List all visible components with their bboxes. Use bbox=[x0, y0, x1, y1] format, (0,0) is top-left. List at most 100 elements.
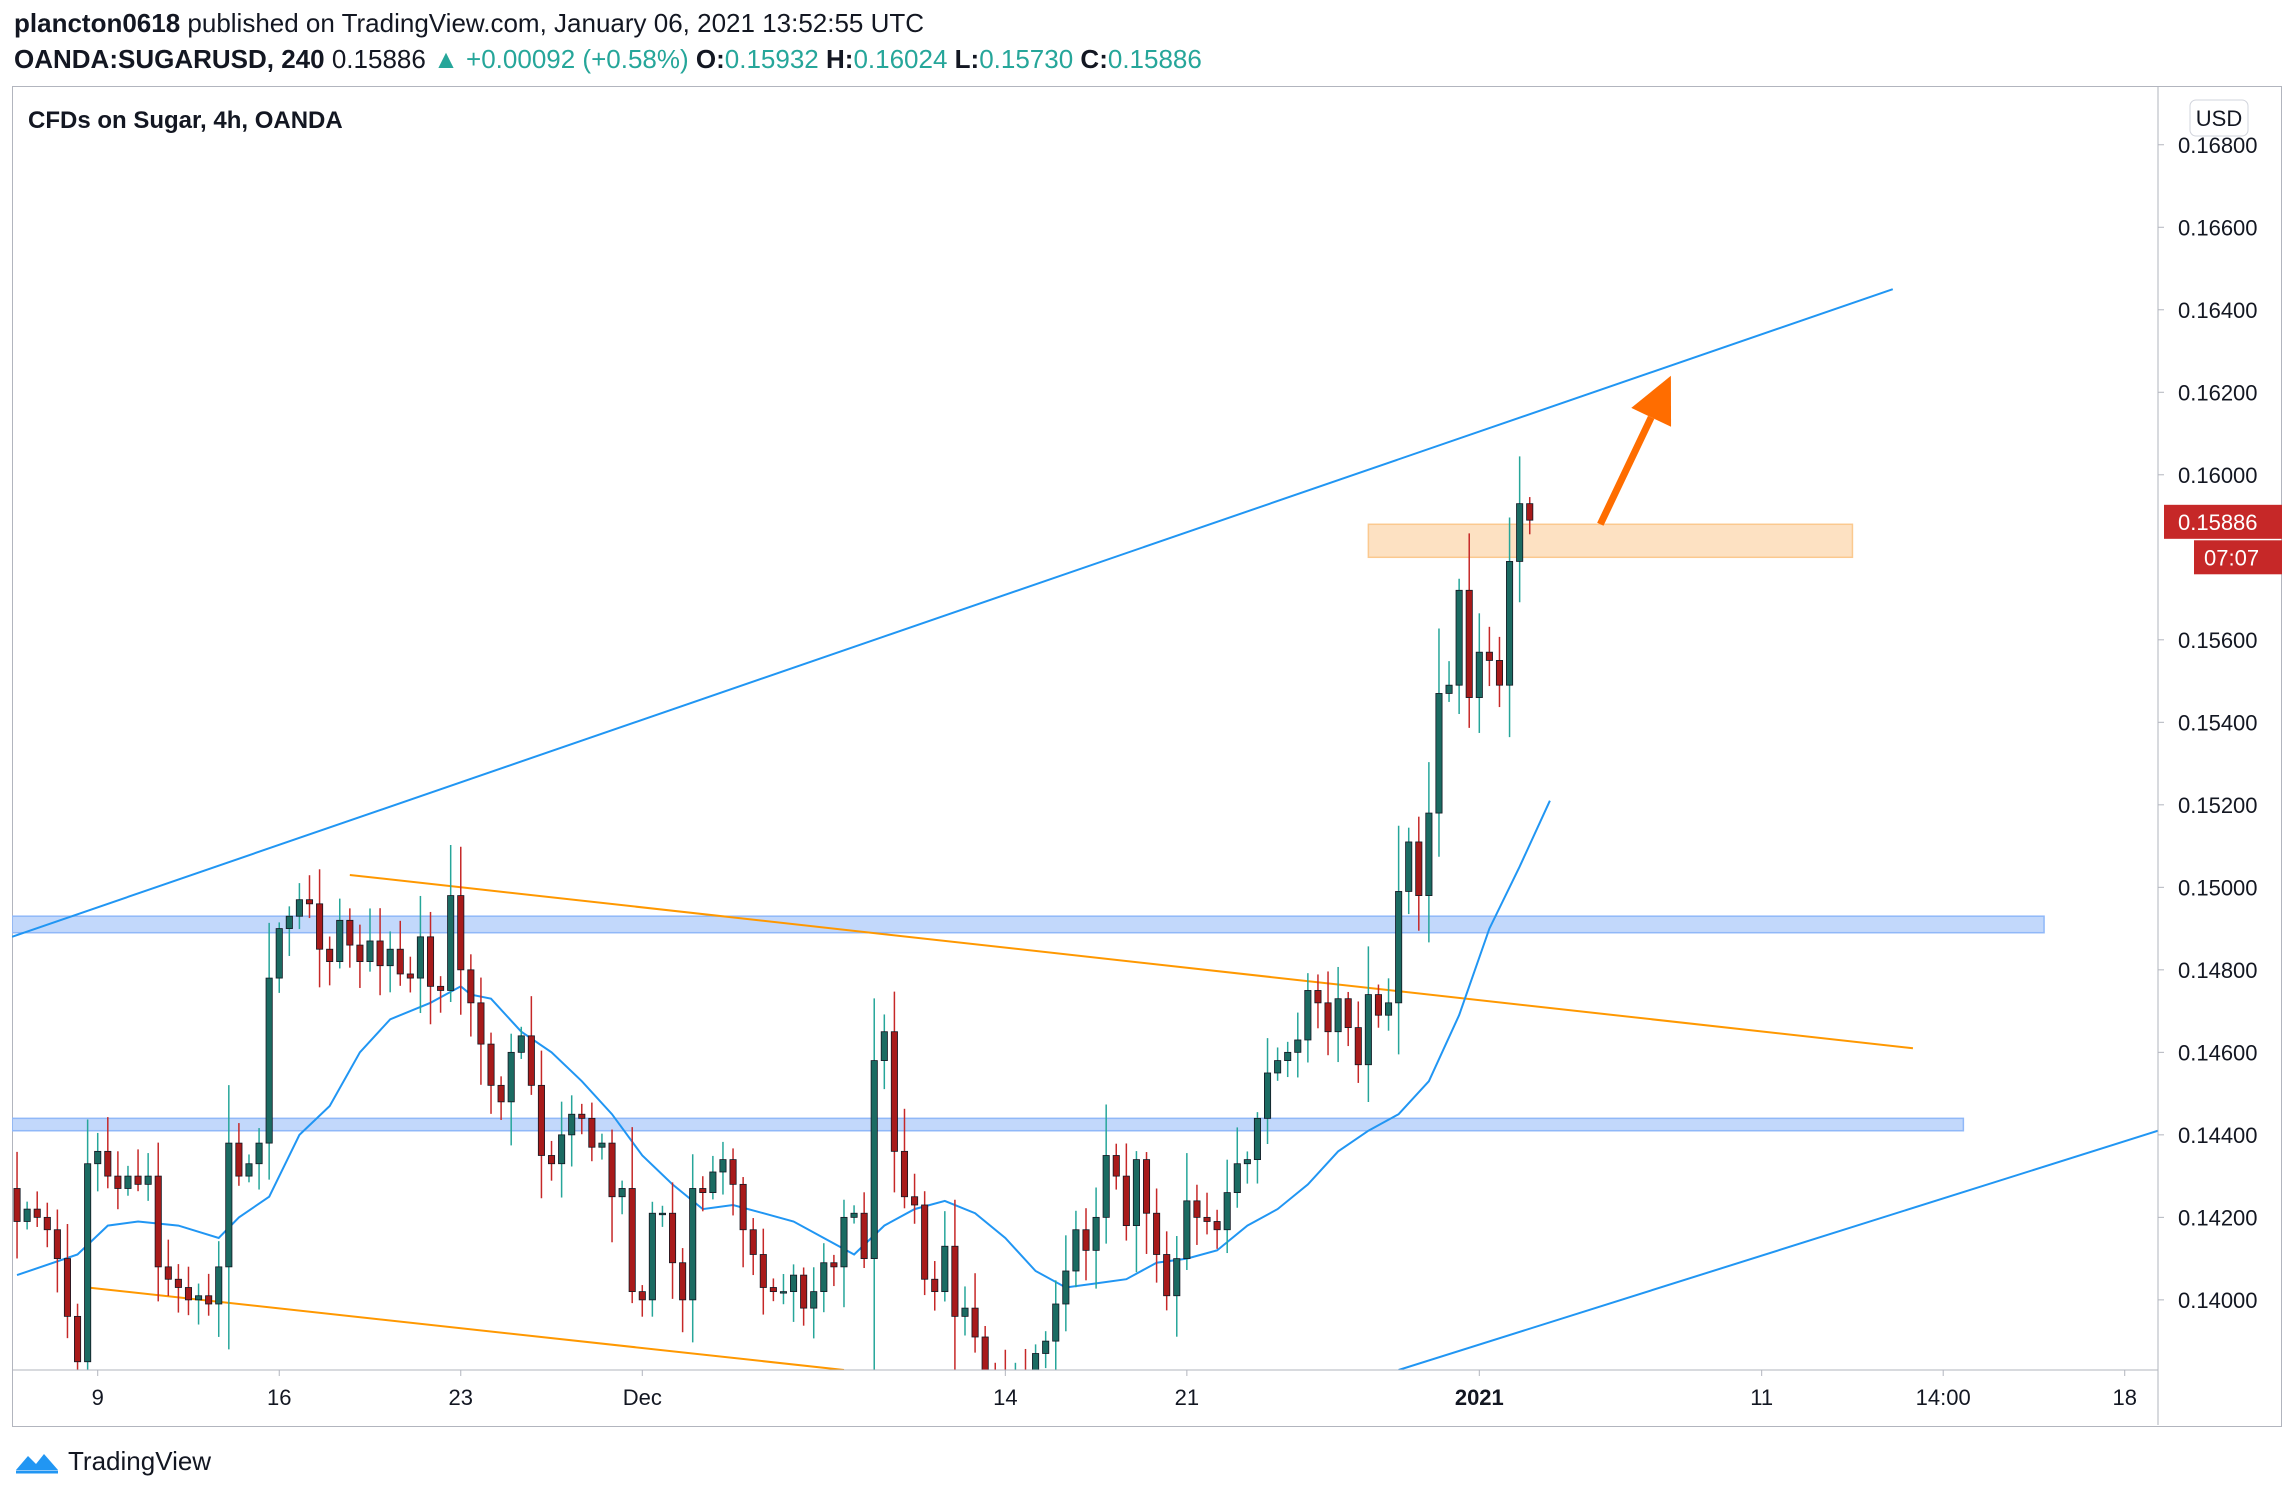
chart-title: CFDs on Sugar, 4h, OANDA bbox=[28, 107, 343, 134]
candle-body bbox=[437, 985, 445, 991]
currency-badge[interactable] bbox=[2189, 99, 2249, 137]
candle-body bbox=[790, 1274, 798, 1293]
time-tick-label: Dec bbox=[623, 1385, 662, 1410]
candle-body bbox=[850, 1212, 858, 1218]
price-tick-label: 0.15200 bbox=[2178, 793, 2258, 818]
candle-body bbox=[890, 1031, 898, 1152]
price-tick-label: 0.16200 bbox=[2178, 380, 2258, 405]
price-tick-label: 0.14400 bbox=[2178, 1123, 2258, 1148]
footer-brand: TradingView bbox=[68, 1446, 212, 1476]
candle-body bbox=[1122, 1175, 1130, 1227]
symbol-line: OANDA:SUGARUSD, 240 0.15886 ▲ +0.00092 (… bbox=[14, 44, 1202, 75]
candle-body bbox=[749, 1229, 757, 1255]
time-tick-label: 23 bbox=[449, 1385, 473, 1410]
candle-body bbox=[658, 1212, 666, 1216]
candle-body bbox=[487, 1043, 495, 1086]
candle-body bbox=[830, 1262, 838, 1268]
publisher-name[interactable]: plancton0618 bbox=[14, 8, 181, 38]
candle-body bbox=[1516, 503, 1524, 562]
time-tick-label: 9 bbox=[92, 1385, 104, 1410]
candle-body bbox=[638, 1291, 646, 1301]
candle-body bbox=[84, 1163, 92, 1363]
candle-body bbox=[679, 1262, 687, 1301]
candle-body bbox=[467, 969, 475, 1004]
candle-body bbox=[134, 1175, 142, 1185]
resistance-zone-upper bbox=[12, 915, 2045, 934]
time-tick-label: 11 bbox=[1750, 1385, 1773, 1410]
candle-body bbox=[900, 1150, 909, 1198]
candle-body bbox=[1193, 1200, 1201, 1218]
candle-body bbox=[1425, 812, 1433, 896]
candle-body bbox=[195, 1295, 203, 1301]
candle-body bbox=[447, 895, 455, 991]
candle-body bbox=[1112, 1155, 1120, 1177]
candle-body bbox=[13, 1188, 21, 1222]
candle-body bbox=[719, 1159, 727, 1173]
candle-body bbox=[1475, 651, 1483, 698]
candle-body bbox=[1223, 1192, 1231, 1231]
price-tick-label: 0.14800 bbox=[2178, 958, 2258, 983]
candle-body bbox=[1455, 589, 1463, 686]
candle-body bbox=[305, 899, 314, 905]
candle-body bbox=[285, 915, 293, 929]
candle-body bbox=[820, 1262, 828, 1293]
candle-body bbox=[1314, 990, 1322, 1004]
candle-body bbox=[497, 1084, 505, 1103]
candle-body bbox=[1253, 1117, 1261, 1161]
candle-body bbox=[255, 1142, 263, 1165]
up-triangle-icon: ▲ bbox=[433, 44, 459, 74]
last-price-badge bbox=[2164, 504, 2282, 539]
candle-body bbox=[366, 940, 374, 962]
time-tick-label: 14:00 bbox=[1916, 1385, 1971, 1410]
candle-body bbox=[739, 1183, 747, 1231]
price-tick-label: 0.16600 bbox=[2178, 215, 2258, 240]
candle-body bbox=[951, 1245, 959, 1317]
candle-body bbox=[1435, 693, 1443, 814]
channel-upper-line bbox=[12, 288, 1894, 938]
candle-body bbox=[1374, 994, 1382, 1016]
candle-body bbox=[316, 903, 324, 950]
candle-body bbox=[346, 919, 354, 946]
price-tick-label: 0.14200 bbox=[2178, 1205, 2258, 1230]
chart-frame bbox=[12, 86, 2282, 1427]
candle-body bbox=[164, 1266, 172, 1280]
candle-body bbox=[880, 1031, 888, 1061]
candle-body bbox=[1264, 1072, 1272, 1119]
candle-body bbox=[1526, 503, 1534, 521]
published-text: published on TradingView.com, January 06… bbox=[180, 8, 925, 38]
wedge-upper-line bbox=[349, 873, 1914, 1050]
change-text: +0.00092 (+0.58%) bbox=[466, 44, 689, 74]
candle-body bbox=[275, 928, 283, 979]
candle-body bbox=[215, 1266, 223, 1305]
candle-body bbox=[547, 1155, 556, 1165]
candle-body bbox=[416, 936, 424, 979]
candle-body bbox=[628, 1188, 636, 1293]
candle-body bbox=[1294, 1039, 1302, 1053]
price-tick-label: 0.16400 bbox=[2178, 298, 2258, 323]
close-label: C: bbox=[1080, 44, 1108, 74]
price-tick-label: 0.16000 bbox=[2178, 463, 2258, 488]
candle-body bbox=[1334, 998, 1342, 1033]
low-label: L: bbox=[954, 44, 980, 74]
candle-body bbox=[578, 1113, 586, 1119]
price-tick-label: 0.16800 bbox=[2178, 133, 2258, 158]
candle-body bbox=[1022, 1378, 1028, 1395]
breakout-arrow-shaft bbox=[1597, 415, 1655, 526]
candle-body bbox=[568, 1113, 576, 1136]
candle-body bbox=[124, 1175, 132, 1189]
countdown-badge bbox=[2194, 540, 2282, 575]
candle-body bbox=[709, 1171, 717, 1194]
candle-body bbox=[558, 1134, 566, 1165]
candle-body bbox=[94, 1150, 102, 1165]
candle-body bbox=[648, 1212, 656, 1301]
candle-body bbox=[1445, 684, 1453, 694]
candle-body bbox=[53, 1229, 61, 1260]
candle-body bbox=[1163, 1254, 1171, 1297]
candle-body bbox=[235, 1142, 243, 1177]
tradingview-footer[interactable]: TradingView bbox=[14, 1446, 211, 1477]
candle-body bbox=[608, 1142, 616, 1198]
candle-body bbox=[426, 936, 435, 987]
candle-body bbox=[245, 1163, 253, 1177]
candle-body bbox=[406, 973, 414, 979]
